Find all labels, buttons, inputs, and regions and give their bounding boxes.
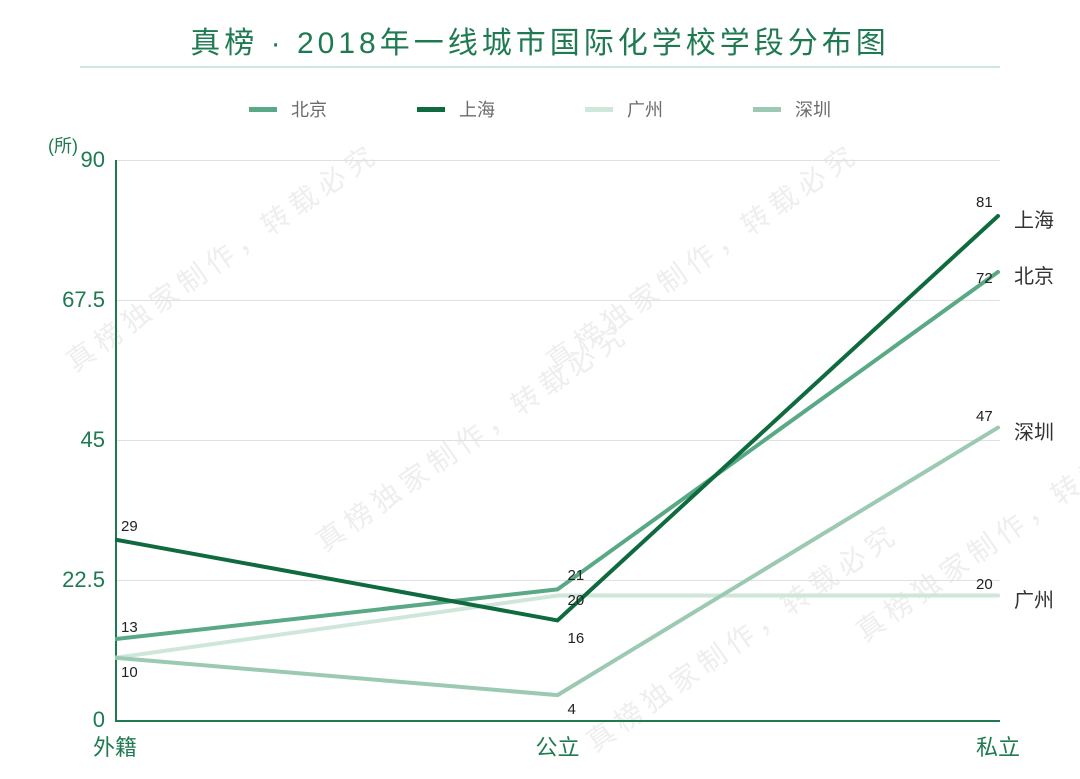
legend-label: 北京 — [291, 96, 327, 122]
legend-item-beijing: 北京 — [249, 96, 327, 122]
y-tick-label: 67.5 — [35, 287, 105, 313]
value-label: 4 — [568, 701, 576, 718]
legend-swatch — [417, 107, 445, 112]
series-end-label-北京: 北京 — [1014, 260, 1054, 289]
title-underline — [80, 66, 1000, 68]
series-line-广州 — [115, 596, 998, 658]
series-end-label-深圳: 深圳 — [1014, 416, 1054, 445]
legend-item-shanghai: 上海 — [417, 96, 495, 122]
y-tick-label: 90 — [35, 147, 105, 173]
series-line-深圳 — [115, 428, 998, 696]
value-label: 13 — [121, 619, 138, 636]
legend-swatch — [585, 107, 613, 112]
chart-title: 真榜 · 2018年一线城市国际化学校学段分布图 — [0, 18, 1080, 62]
x-tick-label: 外籍 — [85, 730, 145, 762]
value-label: 47 — [976, 408, 993, 425]
series-end-label-广州: 广州 — [1014, 584, 1054, 613]
series-line-北京 — [115, 272, 998, 639]
value-label: 10 — [121, 664, 138, 681]
x-tick-label: 私立 — [968, 730, 1028, 762]
legend-label: 上海 — [459, 96, 495, 122]
legend-label: 广州 — [627, 96, 663, 122]
value-label: 20 — [568, 592, 585, 609]
value-label: 29 — [121, 518, 138, 535]
y-tick-label: 22.5 — [35, 567, 105, 593]
legend-swatch — [753, 107, 781, 112]
value-label: 81 — [976, 194, 993, 211]
series-end-label-上海: 上海 — [1014, 204, 1054, 233]
legend: 北京 上海 广州 深圳 — [0, 96, 1080, 122]
value-label: 16 — [568, 630, 585, 647]
y-tick-label: 45 — [35, 427, 105, 453]
x-axis-line — [115, 720, 1000, 722]
series-line-上海 — [115, 216, 998, 620]
legend-item-guangzhou: 广州 — [585, 96, 663, 122]
legend-item-shenzhen: 深圳 — [753, 96, 831, 122]
legend-label: 深圳 — [795, 96, 831, 122]
x-tick-label: 公立 — [528, 730, 588, 762]
plot-area — [115, 160, 1000, 720]
value-label: 72 — [976, 270, 993, 287]
value-label: 21 — [568, 567, 585, 584]
value-label: 20 — [976, 576, 993, 593]
legend-swatch — [249, 107, 277, 112]
